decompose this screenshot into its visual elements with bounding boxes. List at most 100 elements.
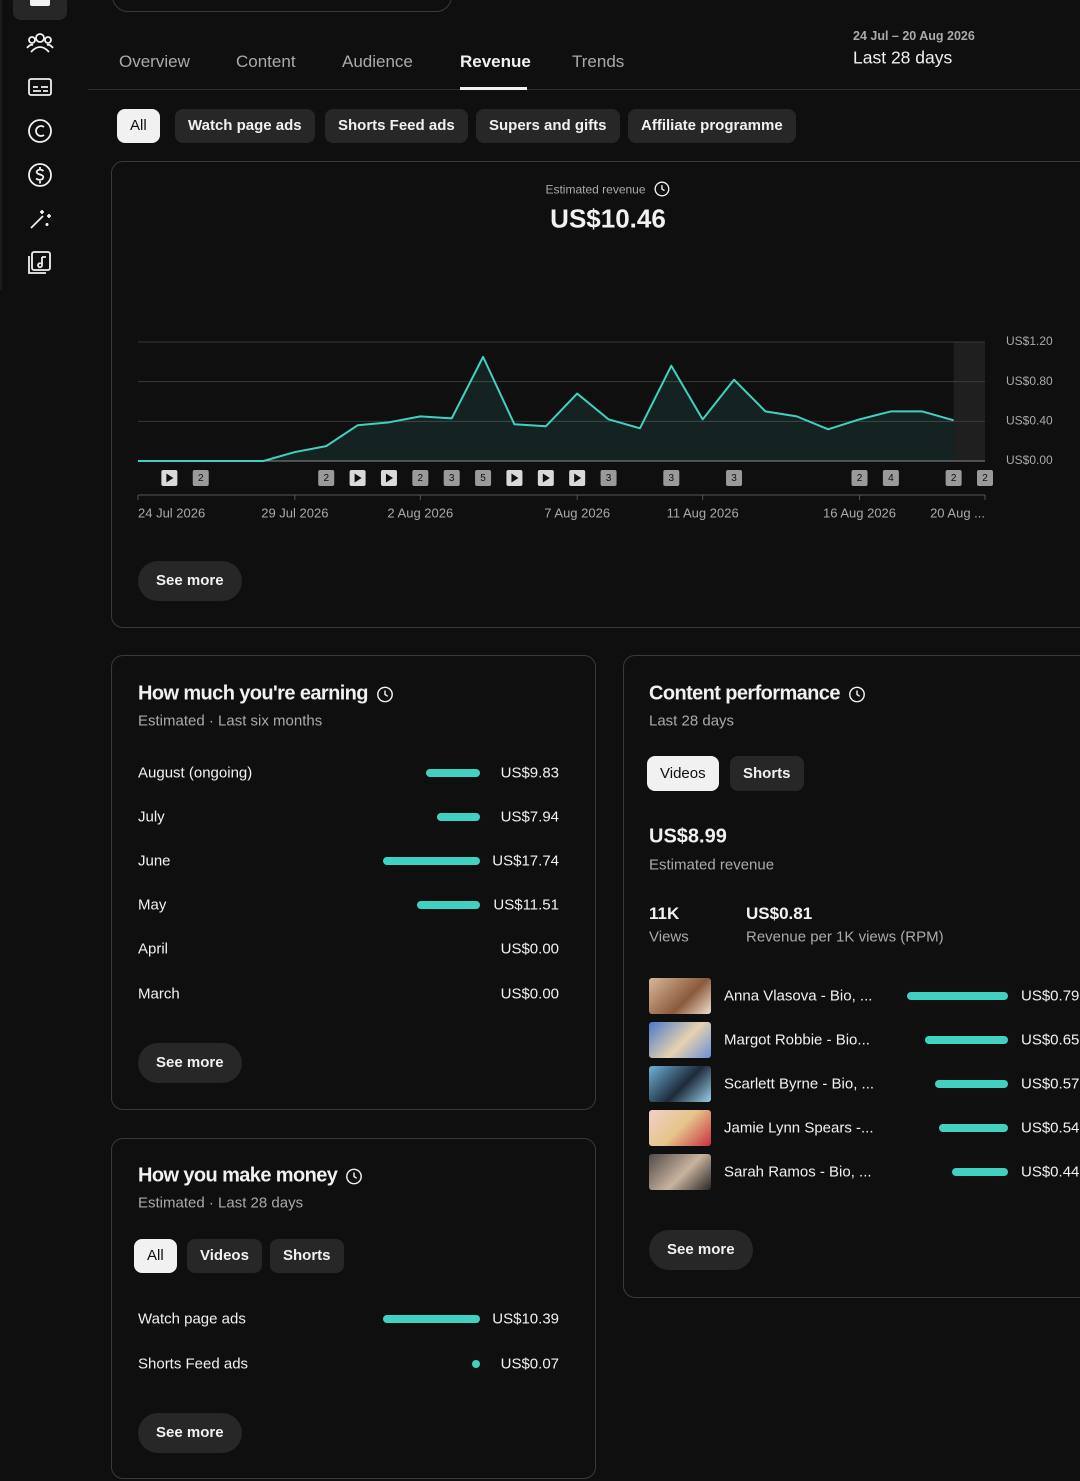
date-range: 24 Jul – 20 Aug 2026 xyxy=(853,29,975,43)
bar xyxy=(472,1360,480,1368)
video-value: US$0.44 xyxy=(1021,1163,1080,1181)
money-filter-chip[interactable]: Videos xyxy=(187,1239,262,1273)
nav-tab[interactable]: Overview xyxy=(119,52,190,71)
bar xyxy=(938,1124,1008,1132)
see-more-button[interactable]: See more xyxy=(138,1043,242,1083)
y-tick-label: US$0.00 xyxy=(1006,453,1053,467)
bar xyxy=(906,992,1008,1000)
month-value: US$17.74 xyxy=(492,852,559,870)
video-title[interactable]: Margot Robbie - Bio... xyxy=(724,1031,870,1049)
sidebar xyxy=(0,0,67,290)
upload-count-marker[interactable] xyxy=(977,470,993,486)
content-tab[interactable]: Videos xyxy=(647,756,719,791)
see-more-button[interactable]: See more xyxy=(138,561,242,601)
x-tick-label: 20 Aug ... xyxy=(930,505,985,520)
stat-value: US$0.81 xyxy=(746,904,813,923)
bar xyxy=(426,769,480,777)
video-title[interactable]: Jamie Lynn Spears -... xyxy=(724,1119,874,1137)
card-subtitle: Estimated · Last 28 days xyxy=(138,1194,304,1212)
bar xyxy=(383,1315,480,1323)
video-thumbnail[interactable] xyxy=(649,1110,711,1146)
info-clock-icon[interactable] xyxy=(848,685,866,703)
upload-count: 3 xyxy=(449,473,455,484)
revenue-card xyxy=(111,161,1080,628)
info-clock-icon[interactable] xyxy=(654,181,671,198)
filter-chip[interactable]: Shorts Feed ads xyxy=(325,109,468,143)
nav-icons[interactable] xyxy=(26,33,54,274)
nav-tab[interactable]: Audience xyxy=(342,52,413,71)
chart-title: Estimated revenue xyxy=(545,182,646,196)
video-thumbnail[interactable] xyxy=(649,978,711,1014)
upload-count-marker[interactable] xyxy=(882,470,899,486)
revenue-line xyxy=(138,355,954,462)
content-tab[interactable]: Shorts xyxy=(730,756,804,791)
info-clock-icon[interactable] xyxy=(345,1167,363,1185)
upload-count: 5 xyxy=(480,473,486,484)
upload-count-marker[interactable] xyxy=(475,470,492,486)
see-more-button[interactable]: See more xyxy=(138,1413,242,1453)
upload-count-marker[interactable] xyxy=(192,470,209,486)
month-value: US$0.00 xyxy=(500,985,559,1003)
video-title[interactable]: Scarlett Byrne - Bio, ... xyxy=(724,1075,875,1093)
nav-icon-selected[interactable] xyxy=(13,0,67,20)
upload-count: 2 xyxy=(857,473,863,484)
tab-underline xyxy=(460,87,527,90)
info-clock-icon[interactable] xyxy=(376,685,394,703)
revenue-area xyxy=(138,356,954,461)
upload-count-marker[interactable] xyxy=(851,470,868,486)
header-divider xyxy=(88,89,1080,90)
upload-count: 3 xyxy=(669,473,675,484)
video-thumbnail[interactable] xyxy=(649,1022,711,1058)
upload-count-marker[interactable] xyxy=(663,470,680,486)
video-value: US$0.79 xyxy=(1021,987,1080,1005)
month-value: US$7.94 xyxy=(500,808,559,826)
content-revenue-label: Estimated revenue xyxy=(649,856,775,874)
upload-count: 2 xyxy=(951,473,957,484)
upload-count-marker[interactable] xyxy=(600,470,617,486)
bar xyxy=(417,901,480,909)
filter-chip[interactable]: Affiliate programme xyxy=(628,109,796,143)
money-filter-chip[interactable]: All xyxy=(134,1239,177,1273)
video-thumbnail[interactable] xyxy=(649,1066,711,1102)
upload-count-marker[interactable] xyxy=(318,470,335,486)
video-thumbnail[interactable] xyxy=(649,1154,711,1190)
x-tick-label: 29 Jul 2026 xyxy=(261,505,328,520)
chart-total: US$10.46 xyxy=(550,203,666,234)
nav-tab[interactable]: Revenue xyxy=(460,52,531,71)
month-label: August (ongoing) xyxy=(138,764,253,782)
upload-count: 4 xyxy=(888,473,894,484)
play-icon xyxy=(542,473,550,483)
upload-count-marker[interactable] xyxy=(412,470,429,486)
nav-tab[interactable]: Trends xyxy=(572,52,625,71)
month-label: March xyxy=(138,985,180,1003)
date-period[interactable]: Last 28 days xyxy=(853,47,953,68)
revenue-chart: US$0.00 US$0.40 US$0.80 US$1.20 24 Jul 2026 2… xyxy=(137,334,1053,520)
upload-count: 2 xyxy=(323,473,329,484)
nav-tab[interactable]: Content xyxy=(236,52,296,71)
earning-card xyxy=(111,655,596,1110)
stat-value: 11K xyxy=(649,904,680,923)
see-more-button[interactable]: See more xyxy=(649,1230,753,1270)
money-card xyxy=(111,1138,596,1479)
x-tick-label: 11 Aug 2026 xyxy=(667,505,739,520)
upload-count-marker[interactable] xyxy=(443,470,460,486)
bar xyxy=(935,1080,1008,1088)
month-label: June xyxy=(138,852,171,870)
filter-chip[interactable]: Watch page ads xyxy=(175,109,315,143)
content-revenue: US$8.99 xyxy=(649,825,727,848)
card-subtitle: Estimated · Last six months xyxy=(138,712,323,730)
filter-chip[interactable]: All xyxy=(117,109,160,143)
upload-count-marker[interactable] xyxy=(726,470,743,486)
filter-chip[interactable]: Supers and gifts xyxy=(476,109,620,143)
bar xyxy=(382,857,480,865)
chart-header: Estimated revenue xyxy=(545,181,670,198)
money-filter-chip[interactable]: Shorts xyxy=(270,1239,344,1273)
upload-count-marker[interactable] xyxy=(945,470,962,486)
video-title[interactable]: Sarah Ramos - Bio, ... xyxy=(724,1163,872,1181)
month-label: April xyxy=(138,940,169,958)
card-title-row: How you make money xyxy=(138,1165,363,1188)
video-title[interactable]: Anna Vlasova - Bio, ... xyxy=(724,987,873,1005)
card-subtitle: Last 28 days xyxy=(649,712,735,730)
y-tick-label: US$1.20 xyxy=(1006,334,1053,348)
card-title-row: Content performance xyxy=(649,683,866,706)
